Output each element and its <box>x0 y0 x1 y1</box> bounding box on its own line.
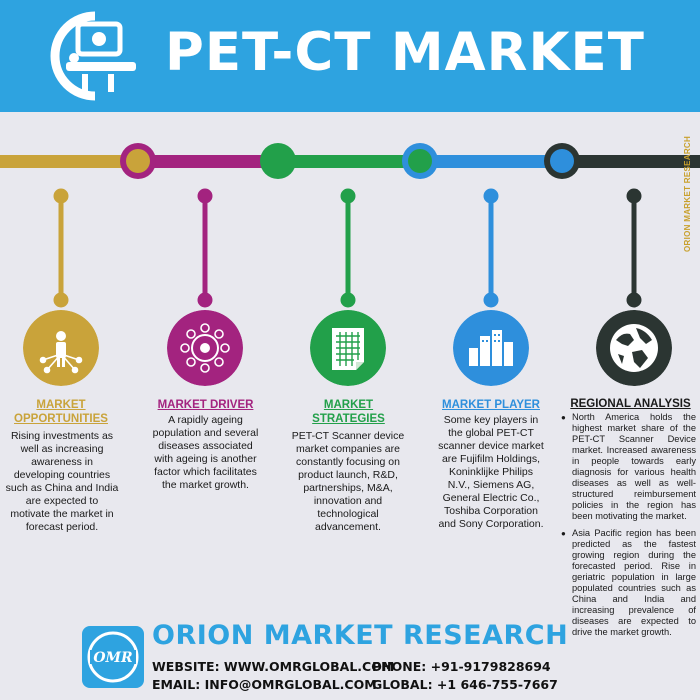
page-title: PET-CT MARKET <box>165 22 645 83</box>
text-line: population and several <box>152 427 259 439</box>
text-line: well as increasing <box>20 443 104 455</box>
text-line: awareness in <box>31 456 93 468</box>
text-line: market companies are <box>296 443 400 455</box>
email-link[interactable]: EMAIL: INFO@OMRGLOBAL.COM <box>152 677 377 692</box>
header-banner: PET-CT MARKET <box>0 0 700 112</box>
omr-logo: OMR <box>82 626 144 688</box>
text-line: diseases associated <box>158 440 253 452</box>
person-network-icon <box>23 310 99 386</box>
opportunities-text: Rising investments as well as increasing… <box>2 430 122 534</box>
text-line: factor which facilitates <box>154 466 257 478</box>
text-line: forecast period. <box>25 521 99 533</box>
website-link[interactable]: WEBSITE: WWW.OMRGLOBAL.COM <box>152 659 395 674</box>
text-line: the global PET-CT <box>448 427 534 439</box>
text-line: such as China and India <box>5 482 119 494</box>
vertical-watermark: ORION MARKET RESEARCH <box>683 135 692 252</box>
text-line: advancement. <box>315 521 381 533</box>
phone-number: PHONE: +91-9179828694 <box>372 659 551 674</box>
network-cog-icon <box>167 310 243 386</box>
text-line: the market growth. <box>162 479 249 491</box>
global-phone-number: GLOBAL: +1 646-755-7667 <box>372 677 558 692</box>
player-text: Some key players in the global PET-CT sc… <box>428 414 554 531</box>
text-line: scanner device market <box>438 440 544 452</box>
strategies-title-line-2: STRATEGIES <box>312 413 385 425</box>
text-line: A rapidly ageing <box>168 414 243 426</box>
text-line: motivate the market in <box>10 508 114 520</box>
text-line: product launch, R&D, <box>298 469 398 481</box>
timeline-graphic <box>0 143 700 308</box>
driver-text: A rapidly ageing population and several … <box>142 414 269 492</box>
regional-bullet-list: North America holds the highest market s… <box>560 412 696 644</box>
text-line: innovation and <box>313 495 383 507</box>
strategies-title: MARKET STRATEGIES <box>291 398 406 426</box>
text-line: are expected to <box>25 495 99 507</box>
opportunities-title-line-2: OPPORTUNITIES <box>14 413 108 425</box>
player-title: MARKET PLAYER <box>432 398 550 412</box>
text-line: Rising investments as <box>10 430 114 442</box>
text-line: are Fujifilm Holdings, <box>441 453 541 465</box>
city-buildings-icon <box>453 310 529 386</box>
regional-bullet: North America holds the highest market s… <box>560 412 696 522</box>
opportunities-title: MARKET OPPORTUNITIES <box>5 398 117 426</box>
regional-bullet: Asia Pacific region has been predicted a… <box>560 528 696 638</box>
text-line: Some key players in <box>443 414 539 426</box>
text-line: with ageing is another <box>154 453 257 465</box>
text-line: Koninklijke Philips <box>448 466 534 478</box>
omr-logo-text: OMR <box>93 650 132 666</box>
text-line: General Electric Co., <box>442 492 540 504</box>
company-name: ORION MARKET RESEARCH <box>152 620 569 651</box>
driver-title-line-1: MARKET DRIVER <box>157 399 254 411</box>
omr-logo-icon: OMR <box>87 631 139 683</box>
globe-icon <box>596 310 672 386</box>
grid-document-icon <box>310 310 386 386</box>
text-line: Toshiba Corporation <box>444 505 538 517</box>
driver-title: MARKET DRIVER <box>148 398 263 412</box>
strategies-text: PET-CT Scanner device market companies a… <box>286 430 410 534</box>
text-line: technological <box>317 508 379 520</box>
text-line: partnerships, M&A, <box>303 482 393 494</box>
text-line: PET-CT Scanner device <box>291 430 405 442</box>
regional-title: REGIONAL ANALYSIS <box>570 398 691 410</box>
opportunities-title-line-1: MARKET <box>36 399 86 411</box>
text-line: developing countries <box>13 469 111 481</box>
text-line: and Sony Corporation. <box>438 518 544 530</box>
text-line: constantly focusing on <box>296 456 400 468</box>
pet-ct-scanner-icon <box>50 11 136 101</box>
text-line: N.V., Siemens AG, <box>447 479 535 491</box>
player-title-line-1: MARKET PLAYER <box>442 399 540 411</box>
strategies-title-line-1: MARKET <box>323 399 374 411</box>
